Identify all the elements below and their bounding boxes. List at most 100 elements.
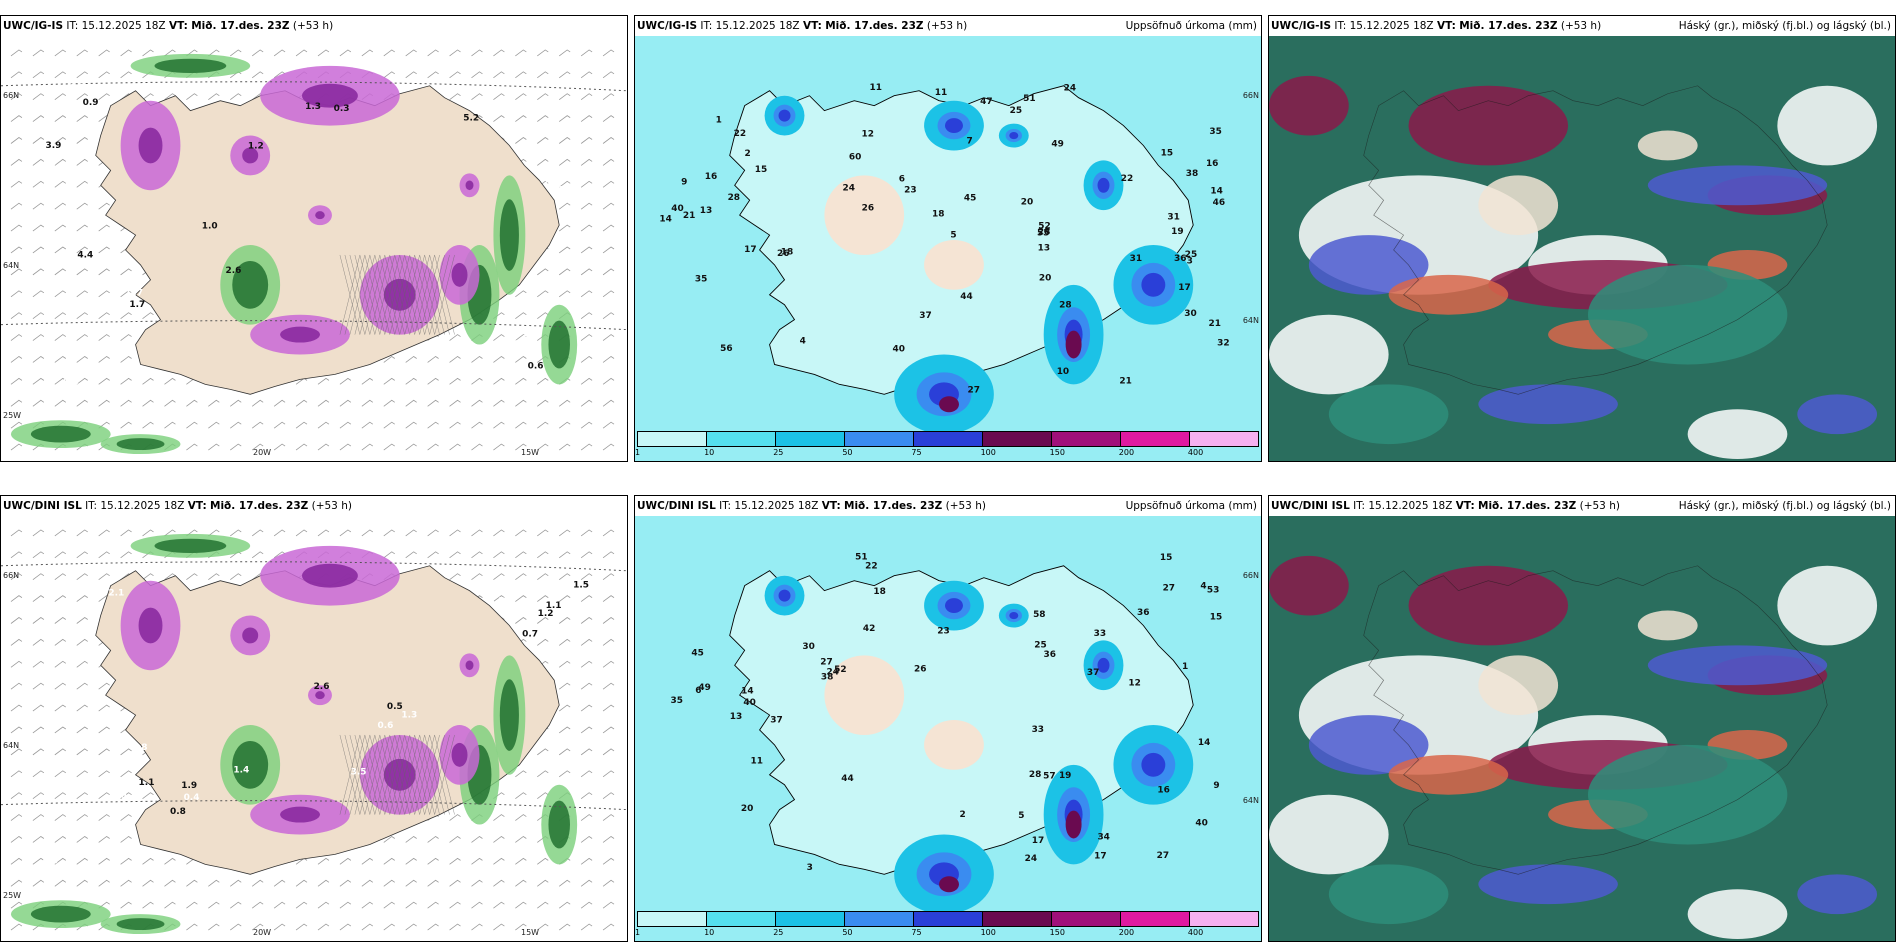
value-label: 1.4: [233, 765, 249, 775]
value-label: 35: [671, 696, 683, 706]
value-label: 7: [966, 136, 972, 146]
value-label: 1.2: [538, 609, 554, 619]
colorbar-tick: 25: [773, 448, 784, 457]
value-label: 25: [1034, 640, 1046, 650]
colorbar-cell: [914, 912, 983, 926]
map-panel-tm: UWC/IG-IS IT: 15.12.2025 18Z VT: Mið. 17…: [634, 15, 1262, 462]
colorbar-cell: [1121, 912, 1190, 926]
value-label: 0.5: [387, 702, 403, 712]
value-label: 57: [1043, 771, 1055, 781]
colorbar-tick: 50: [842, 928, 853, 937]
colorbar-tick: 75: [911, 928, 922, 937]
panel-header: UWC/IG-IS IT: 15.12.2025 18Z VT: Mið. 17…: [635, 16, 1261, 36]
value-label: 5: [950, 231, 956, 241]
value-label: 58: [1033, 610, 1045, 620]
value-label: 14: [1198, 738, 1210, 748]
value-label: 18: [932, 210, 944, 220]
value-label: 17: [744, 245, 756, 255]
value-label: 0.9: [83, 98, 99, 108]
map-panel-bm: UWC/DINI ISL IT: 15.12.2025 18Z VT: Mið.…: [634, 495, 1262, 942]
value-label: 35: [1209, 127, 1221, 137]
value-label: 15: [755, 165, 767, 175]
value-label: 2.5: [513, 335, 529, 345]
model-name: UWC/DINI ISL: [1271, 500, 1350, 512]
value-label: 36: [1137, 608, 1149, 618]
value-label: 28: [1059, 301, 1071, 311]
map-area: [1269, 36, 1895, 461]
value-label: 1.5: [573, 580, 589, 590]
value-label: 20: [1039, 274, 1051, 284]
vt-label: VT:: [821, 500, 841, 512]
colorbar-cell: [914, 432, 983, 446]
init-time: 15.12.2025 18Z: [1349, 20, 1434, 32]
value-label: 34: [1097, 833, 1109, 843]
value-label: 11: [870, 83, 882, 93]
value-label: 5.2: [463, 114, 479, 124]
value-label: 27: [968, 385, 980, 395]
init-time: 15.12.2025 18Z: [100, 500, 185, 512]
value-label: 36: [1174, 254, 1186, 264]
value-label: 3.5: [351, 767, 367, 777]
coord-label-lat64: 64N: [1242, 796, 1259, 805]
value-label: 19: [1171, 227, 1183, 237]
value-label: 12: [862, 129, 874, 139]
lead-time: (+53 h): [1560, 20, 1602, 32]
init-time: 15.12.2025 18Z: [715, 20, 800, 32]
map-panel-tr: UWC/IG-IS IT: 15.12.2025 18Z VT: Mið. 17…: [1268, 15, 1896, 462]
colorbar-cell: [776, 912, 845, 926]
colorbar-tick: 150: [1049, 448, 1065, 457]
value-label: 37: [1087, 668, 1099, 678]
value-label: 4: [800, 337, 806, 347]
value-label: 21: [683, 211, 695, 221]
colorbar-ticks: 1 10 25 50 75 100 150 200 400: [635, 448, 1259, 459]
colorbar-cell: [1052, 432, 1121, 446]
value-label: 0.8: [170, 807, 186, 817]
value-label: 56: [720, 344, 732, 354]
precip-colorbar: 1 10 25 50 75 100 150 200 400: [635, 911, 1259, 939]
colorbar-cell: [776, 432, 845, 446]
value-label: 44: [841, 774, 853, 784]
lead-time: (+53 h): [292, 20, 334, 32]
colorbar-tick: 25: [773, 928, 784, 937]
valid-time: Mið. 17.des. 23Z: [825, 20, 924, 32]
value-label: 0.6: [528, 361, 544, 371]
valid-time: Mið. 17.des. 23Z: [1459, 20, 1558, 32]
value-label: 18: [781, 248, 793, 258]
lead-time: (+53 h): [926, 20, 968, 32]
value-label: 33: [1094, 629, 1106, 639]
panel-title: UWC/IG-IS IT: 15.12.2025 18Z VT: Mið. 17…: [1271, 16, 1601, 36]
value-label: 1.3: [305, 102, 321, 112]
colorbar-cell: [638, 912, 707, 926]
value-label: 40: [1195, 818, 1207, 828]
value-label: 15: [1160, 553, 1172, 563]
value-label: 13: [1038, 243, 1050, 253]
value-label: 17: [1094, 851, 1106, 861]
value-label: 25: [1010, 106, 1022, 116]
value-label: 17: [1178, 283, 1190, 293]
value-label: 1.1: [139, 778, 155, 788]
vt-label: VT:: [187, 500, 207, 512]
value-label: 3.9: [45, 141, 61, 151]
value-label: 1.0: [111, 791, 127, 801]
colorbar-cell: [845, 432, 914, 446]
colorbar-cell: [707, 432, 776, 446]
value-label: 14: [659, 214, 671, 224]
value-label: 1: [1182, 662, 1188, 672]
value-label: 0.5: [63, 377, 79, 387]
value-label: 24: [843, 183, 855, 193]
colorbar-cell: [983, 432, 1052, 446]
value-label: 45: [691, 648, 703, 658]
value-label: 1.7: [129, 300, 145, 310]
coord-label-lat64: 64N: [3, 261, 20, 270]
value-label: 22: [865, 561, 877, 571]
value-label: 4.6: [42, 856, 58, 866]
value-label: 25: [1185, 250, 1197, 260]
value-label: 36: [1044, 650, 1056, 660]
value-label: 33: [1032, 725, 1044, 735]
value-label: 1.1: [549, 186, 565, 196]
value-label: 16: [1206, 159, 1218, 169]
colorbar-tick: 150: [1049, 928, 1065, 937]
value-label: 28: [1029, 770, 1041, 780]
value-label: 27: [820, 658, 832, 668]
panel-field-title: Uppsöfnuð úrkoma (mm): [1125, 500, 1257, 512]
